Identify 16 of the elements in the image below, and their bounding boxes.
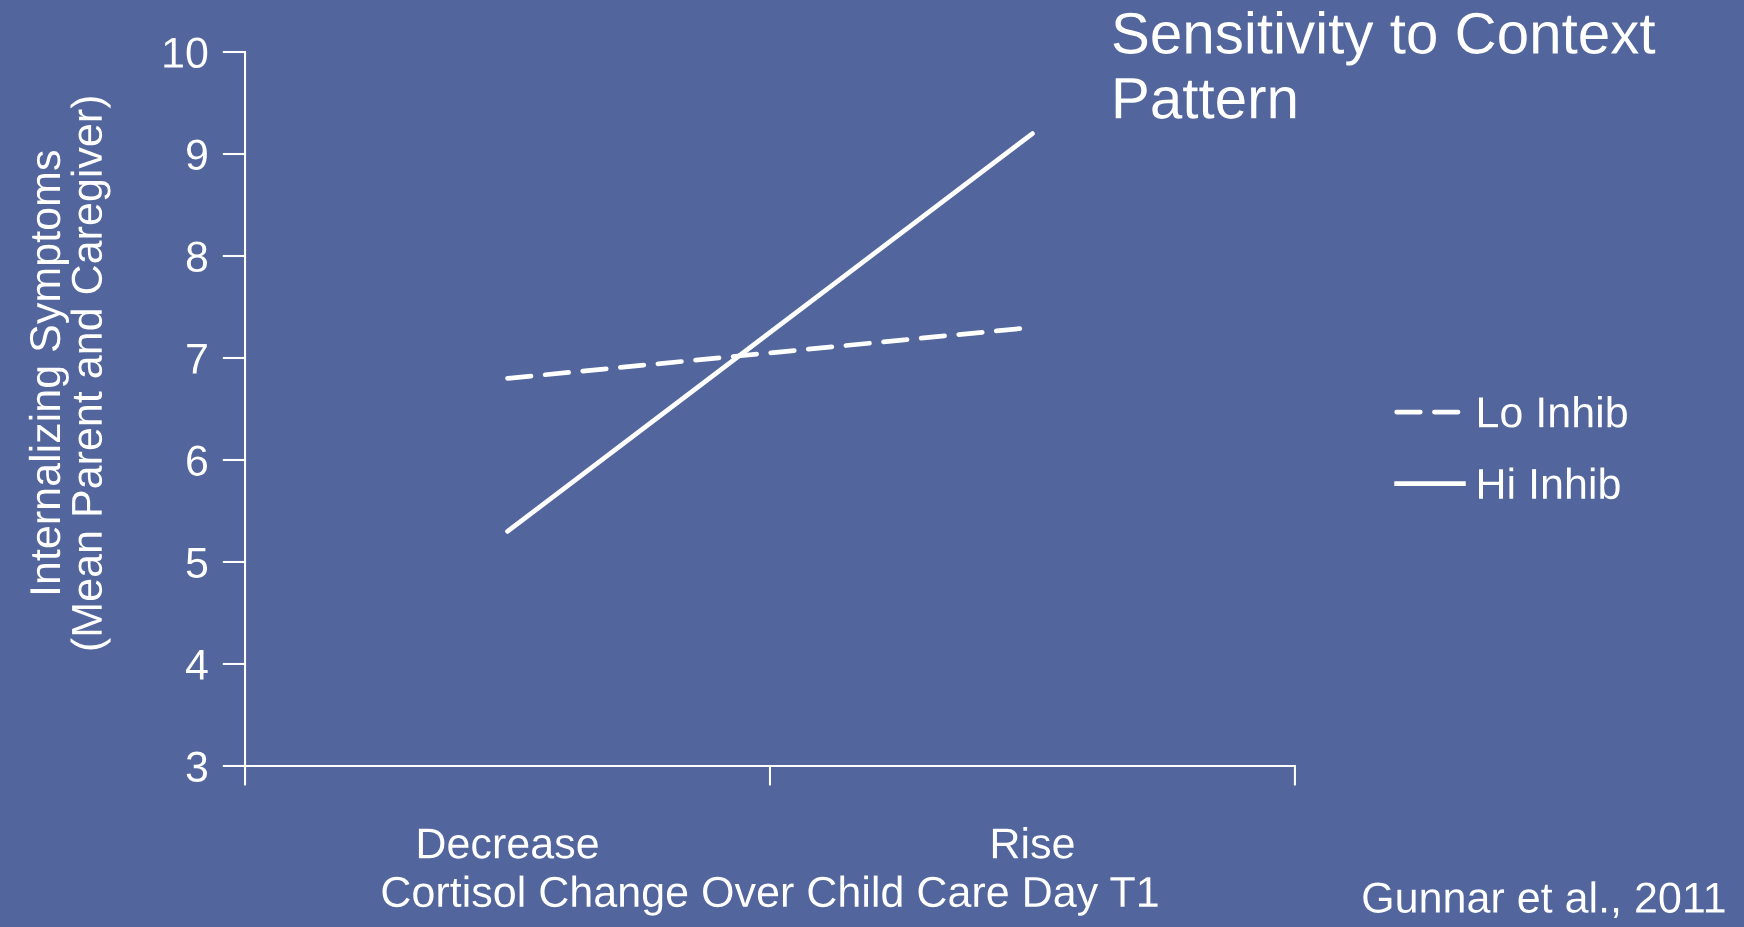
x-tick-label: Decrease: [418, 828, 598, 859]
y-tick-label: 5: [186, 547, 208, 579]
y-tick-label: 8: [186, 241, 208, 273]
y-axis-title: Internalizing Symptoms (Mean Parent and Caregiver): [28, 97, 111, 650]
legend-label: Lo Inhib: [1478, 395, 1627, 428]
x-axis-title: Cortisol Change Over Child Care Day T1: [382, 875, 1158, 916]
y-tick-label: 6: [187, 445, 208, 477]
chart-title: Sensitivity to Context Pattern: [1113, 11, 1656, 119]
x-tick-label: Rise: [992, 827, 1074, 859]
y-tick-label: 4: [185, 649, 208, 680]
y-tick-label: 3: [186, 751, 208, 782]
y-tick-label: 9: [187, 139, 207, 171]
y-tick-label: 10: [164, 37, 208, 69]
text: Gunnar et al., 2011: [1363, 881, 1725, 919]
y-tick-label: 7: [187, 343, 207, 374]
legend-label: Hi Inhib: [1478, 467, 1620, 500]
